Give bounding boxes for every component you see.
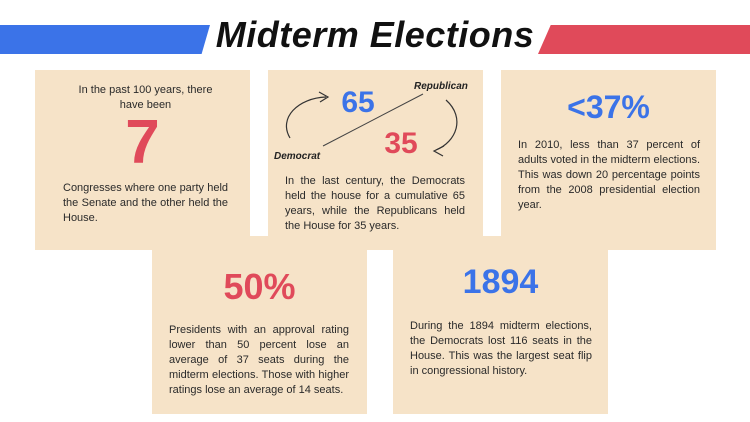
- card-congresses: In the past 100 years, there have been 7…: [35, 70, 250, 250]
- swap-arrows-icon: [285, 91, 458, 157]
- card-turnout: <37% In 2010, less than 37 percent of ad…: [501, 70, 716, 250]
- republican-years-value: 35: [384, 127, 418, 160]
- card-approval-text: Presidents with an approval rating lower…: [169, 324, 349, 396]
- approval-stat: 50%: [223, 266, 296, 307]
- republican-label: Republican: [414, 81, 468, 92]
- card-house-control: 65 35 Republican Democrat In the last ce…: [268, 70, 483, 250]
- card-seat-flip: 1894 During the 1894 midterm elections, …: [393, 236, 608, 414]
- red-header-band: [538, 25, 750, 54]
- card-seat-flip-text: During the 1894 midterm elections, the D…: [410, 320, 592, 377]
- card-congresses-intro: In the past 100 years, there have been: [78, 84, 213, 111]
- blue-header-band: [0, 25, 210, 54]
- card-congresses-number: 7: [125, 108, 160, 177]
- page-title: Midterm Elections: [215, 14, 535, 55]
- card-house-text: In the last century, the Democrats held …: [285, 175, 465, 232]
- turnout-stat: <37%: [567, 89, 650, 125]
- democrat-label: Democrat: [274, 151, 321, 162]
- seat-flip-stat: 1894: [462, 263, 539, 301]
- democrat-years-value: 65: [341, 86, 375, 119]
- card-approval: 50% Presidents with an approval rating l…: [152, 236, 367, 414]
- card-congresses-text: Congresses where one party held the Sena…: [63, 182, 228, 224]
- card-turnout-text: In 2010, less than 37 percent of adults …: [518, 139, 700, 211]
